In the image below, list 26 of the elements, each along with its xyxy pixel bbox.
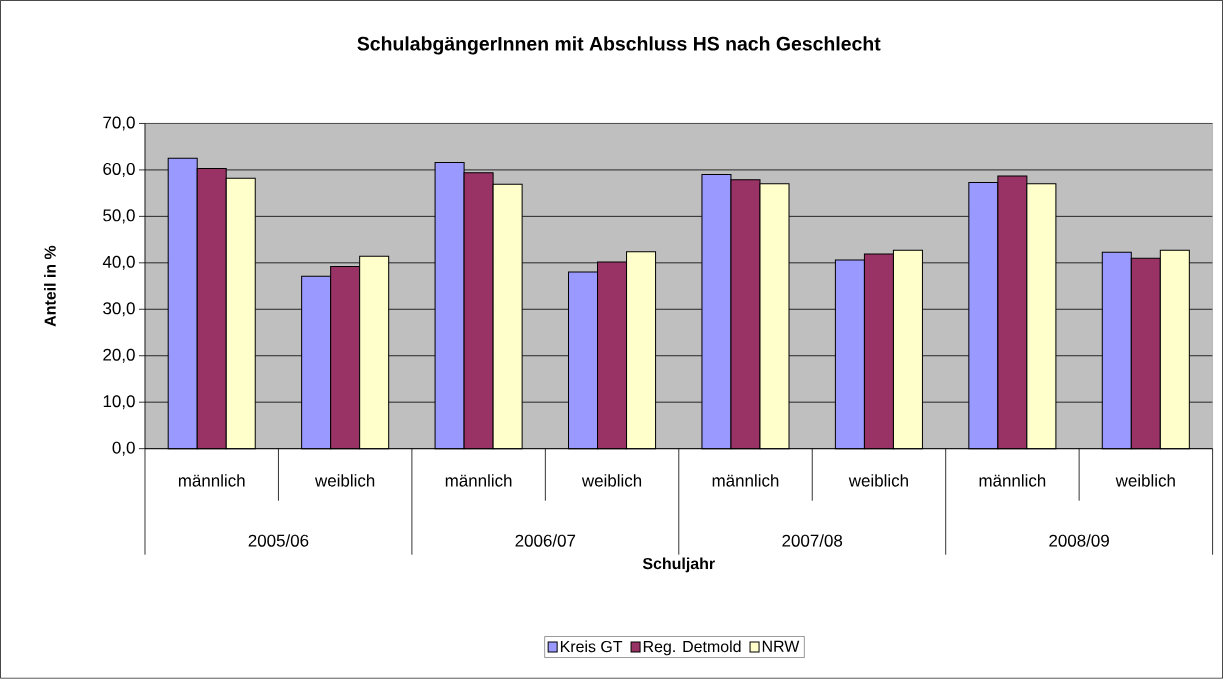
y-tick-label: 30,0 bbox=[103, 302, 135, 317]
text: 2006/07 bbox=[515, 534, 576, 547]
legend-label: Kreis GT bbox=[560, 640, 623, 653]
y-tick-label: 60,0 bbox=[103, 163, 135, 178]
y-tick-label: 10,0 bbox=[103, 395, 135, 410]
text: 2007/08 bbox=[782, 534, 843, 547]
legend-label: NRW bbox=[762, 640, 800, 652]
y-tick-label: 70,0 bbox=[103, 116, 135, 131]
x-tick-label: männlich bbox=[712, 474, 779, 487]
y-tick-label: 50,0 bbox=[103, 209, 135, 224]
y-tick-label: 0,0 bbox=[112, 441, 135, 456]
legend-label: Reg. Detmold bbox=[643, 640, 741, 656]
text: 2005/06 bbox=[248, 534, 309, 547]
x-tick-label: männlich bbox=[979, 474, 1046, 487]
y-axis-title: Anteil in % bbox=[44, 245, 56, 327]
x-tick-label: männlich bbox=[178, 474, 245, 487]
x-tick-label: weiblich bbox=[1115, 474, 1175, 487]
y-tick-label: 20,0 bbox=[103, 348, 135, 363]
text: 2008/09 bbox=[1049, 534, 1109, 547]
x-axis-title: Schuljahr bbox=[642, 557, 715, 573]
x-tick-label: weiblich bbox=[314, 474, 375, 487]
x-tick-label: männlich bbox=[445, 474, 512, 487]
x-tick-label: weiblich bbox=[581, 474, 642, 487]
y-tick-label: 40,0 bbox=[102, 255, 135, 270]
x-tick-label: weiblich bbox=[848, 474, 908, 487]
chart-title: SchulabgängerInnen mit Abschluss HS nach Geschlecht bbox=[357, 36, 881, 55]
